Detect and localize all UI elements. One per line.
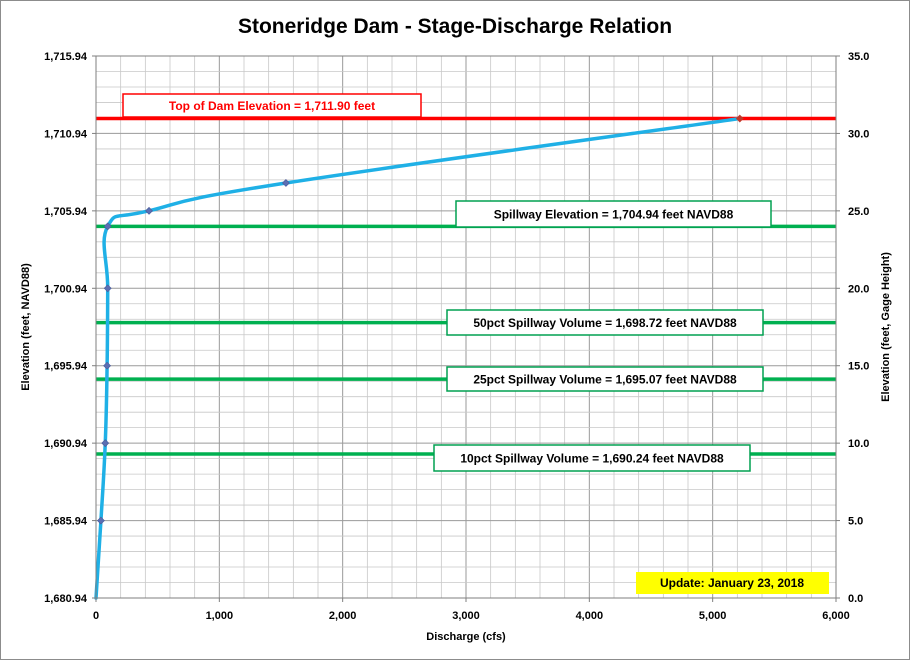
y-left-tick-label: 1,695.94 bbox=[44, 361, 88, 373]
y-right-tick-label: 15.0 bbox=[848, 361, 869, 373]
y-left-tick-label: 1,690.94 bbox=[44, 438, 88, 450]
x-tick-label: 6,000 bbox=[822, 610, 850, 622]
reference-label-box bbox=[433, 444, 751, 472]
update-note-text: Update: January 23, 2018 bbox=[660, 576, 804, 590]
axes: 0 1,000 2,000 3,000 4,000 5,000 6,000 1,680.94 1… bbox=[44, 51, 869, 622]
data-point bbox=[103, 284, 112, 293]
reference-label-text: 25pct Spillway Volume = 1,695.07 feet NA… bbox=[473, 373, 737, 387]
x-tick-label: 0 bbox=[93, 610, 99, 622]
data-point bbox=[735, 114, 744, 123]
data-point bbox=[282, 179, 290, 187]
y-right-tick-label: 20.0 bbox=[848, 283, 869, 295]
reference-label-box bbox=[122, 93, 422, 118]
data-point bbox=[101, 439, 110, 448]
x-tick-label: 4,000 bbox=[576, 610, 604, 622]
y-left-tick-label: 1,680.94 bbox=[44, 593, 88, 605]
x-tick-label: 3,000 bbox=[452, 610, 480, 622]
data-point bbox=[103, 222, 112, 231]
reference-label-text: Top of Dam Elevation = 1,711.90 feet bbox=[169, 99, 375, 113]
y-left-tick-label: 1,700.94 bbox=[44, 283, 88, 295]
y-left-tick-label: 1,715.94 bbox=[44, 51, 88, 63]
reference-label-text: Spillway Elevation = 1,704.94 feet NAVD8… bbox=[494, 208, 734, 222]
chart-title: Stoneridge Dam - Stage-Discharge Relatio… bbox=[238, 15, 672, 38]
y-right-tick-label: 30.0 bbox=[848, 128, 869, 140]
reference-label-text: 50pct Spillway Volume = 1,698.72 feet NA… bbox=[473, 316, 737, 330]
x-tick-label: 1,000 bbox=[206, 610, 234, 622]
rating-curve-line bbox=[94, 116, 742, 600]
y-right-tick-label: 25.0 bbox=[848, 206, 869, 218]
y-right-tick-label: 35.0 bbox=[848, 51, 869, 63]
y-right-tick-label: 0.0 bbox=[848, 593, 863, 605]
annotations: Top of Dam Elevation = 1,711.90 feet Spil… bbox=[122, 93, 772, 472]
reference-label-text: 10pct Spillway Volume = 1,690.24 feet NA… bbox=[460, 452, 724, 466]
data-point bbox=[145, 206, 153, 215]
reference-label-box bbox=[446, 309, 764, 336]
y-right-tick-label: 10.0 bbox=[848, 438, 869, 450]
reference-label-box bbox=[446, 366, 764, 392]
data-point bbox=[97, 516, 105, 525]
update-note: Update: January 23, 2018 bbox=[636, 572, 829, 594]
y-axis-left-title: Elevation (feet, NAVD88) bbox=[20, 263, 32, 391]
data-point bbox=[103, 361, 112, 370]
x-tick-label: 5,000 bbox=[699, 610, 727, 622]
reference-label-box bbox=[455, 200, 772, 228]
y-axis-right-title: Elevation (feet, Gage Height) bbox=[880, 252, 892, 402]
y-left-tick-label: 1,710.94 bbox=[44, 128, 88, 140]
update-note-box bbox=[636, 572, 829, 594]
y-left-tick-label: 1,705.94 bbox=[44, 206, 88, 218]
x-axis-title: Discharge (cfs) bbox=[426, 631, 506, 643]
series-layer bbox=[94, 114, 744, 600]
y-left-tick-label: 1,685.94 bbox=[44, 516, 88, 528]
x-tick-label: 2,000 bbox=[329, 610, 357, 622]
y-right-tick-label: 5.0 bbox=[848, 516, 863, 528]
